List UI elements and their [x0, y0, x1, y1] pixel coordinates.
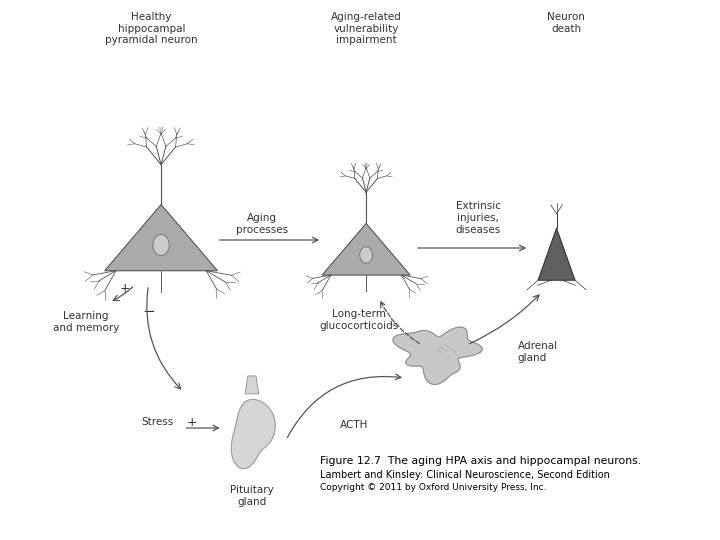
Text: Adrenal
gland: Adrenal gland — [518, 341, 557, 363]
Text: Long-term
glucocorticoids: Long-term glucocorticoids — [320, 309, 399, 331]
Polygon shape — [393, 327, 482, 384]
Text: ACTH: ACTH — [340, 420, 368, 430]
Polygon shape — [245, 376, 258, 394]
Text: Aging
processes: Aging processes — [235, 213, 288, 235]
Text: Aging-related
vulnerability
impairment: Aging-related vulnerability impairment — [330, 12, 402, 45]
Polygon shape — [538, 228, 575, 280]
Text: +: + — [187, 415, 198, 429]
Text: Stress: Stress — [142, 417, 174, 427]
Text: Extrinsic
injuries,
diseases: Extrinsic injuries, diseases — [456, 201, 501, 234]
Text: Learning
and memory: Learning and memory — [53, 311, 119, 333]
Polygon shape — [104, 205, 217, 271]
Text: Lambert and Kinsley: Clinical Neuroscience, Second Edition: Lambert and Kinsley: Clinical Neuroscien… — [320, 470, 610, 480]
Text: Neuron
death: Neuron death — [547, 12, 585, 33]
Ellipse shape — [153, 234, 169, 255]
Text: Healthy
hippocampal
pyramidal neuron: Healthy hippocampal pyramidal neuron — [105, 12, 198, 45]
Text: Pituitary
gland: Pituitary gland — [230, 485, 274, 507]
Polygon shape — [322, 224, 410, 275]
Text: Figure 12.7  The aging HPA axis and hippocampal neurons.: Figure 12.7 The aging HPA axis and hippo… — [320, 456, 641, 466]
Ellipse shape — [360, 247, 372, 263]
Text: −: − — [142, 305, 155, 320]
Text: Copyright © 2011 by Oxford University Press, Inc.: Copyright © 2011 by Oxford University Pr… — [320, 483, 546, 492]
Polygon shape — [231, 400, 275, 469]
Text: +: + — [120, 281, 130, 294]
